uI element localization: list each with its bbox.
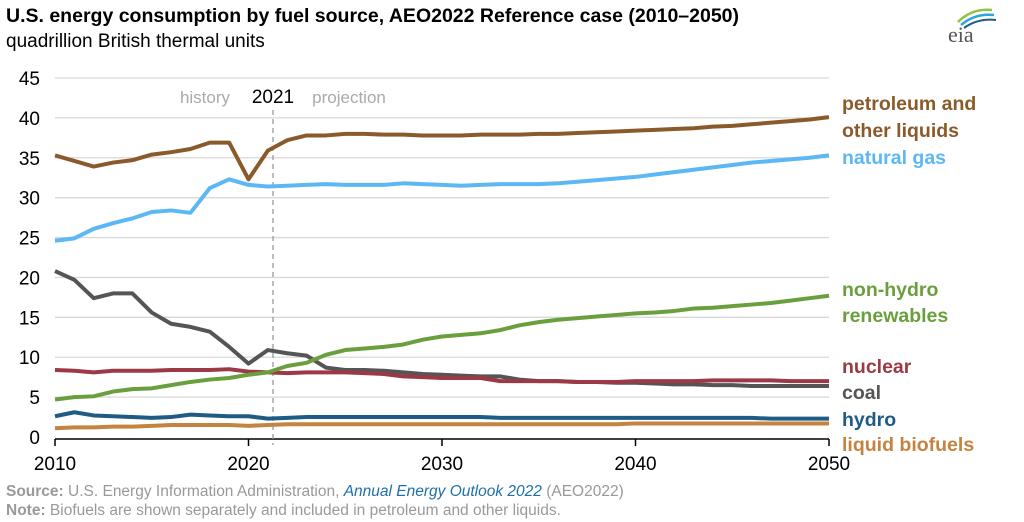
- series-label: nuclear: [842, 356, 912, 378]
- note-text: Biofuels are shown separately and includ…: [46, 502, 561, 519]
- eia-logo: eia: [948, 8, 997, 47]
- chart-title: U.S. energy consumption by fuel source, …: [6, 5, 739, 27]
- y-tick-label: 0: [29, 428, 40, 449]
- y-tick-label: 25: [19, 229, 40, 250]
- y-tick-label: 15: [19, 308, 40, 329]
- y-tick-label: 20: [19, 268, 40, 289]
- series-label: other liquids: [842, 120, 959, 142]
- y-tick-label: 35: [19, 149, 40, 170]
- series-line-coal: [54, 269, 829, 388]
- series-line-hydro: [54, 410, 829, 421]
- projection-label: projection: [312, 88, 386, 107]
- source-line: Source: U.S. Energy Information Administ…: [6, 483, 624, 500]
- x-tick-label: 2020: [227, 454, 269, 475]
- series-line-natural-gas: [54, 153, 830, 243]
- logo-text: eia: [948, 22, 974, 47]
- source-tail: (AEO2022): [542, 483, 624, 500]
- chart-subtitle: quadrillion British thermal units: [6, 31, 265, 52]
- series-label: natural gas: [842, 147, 946, 169]
- series-line-non-hydro-renewables: [54, 293, 830, 402]
- series-label: petroleum and: [842, 93, 976, 115]
- y-tick-label: 30: [19, 189, 40, 210]
- source-text: U.S. Energy Information Administration,: [64, 483, 344, 500]
- y-tick-label: 5: [29, 388, 40, 409]
- y-tick-label: 40: [19, 109, 40, 130]
- x-tick-label: 2010: [34, 454, 76, 475]
- series-label: coal: [842, 382, 881, 404]
- note-line: Note: Biofuels are shown separately and …: [6, 502, 561, 519]
- x-tick-label: 2050: [808, 454, 850, 475]
- series-line-petroleum-and-other-liquids: [54, 115, 830, 182]
- x-tick-label: 2030: [421, 454, 463, 475]
- source-label: Source:: [6, 483, 64, 500]
- series-label: liquid biofuels: [842, 434, 974, 456]
- note-label: Note:: [6, 502, 46, 519]
- series-label: hydro: [842, 409, 896, 431]
- y-tick-label: 45: [19, 69, 40, 90]
- series-line-nuclear: [54, 367, 829, 384]
- series-line-liquid-biofuels: [54, 421, 829, 431]
- history-label: history: [180, 88, 231, 107]
- series-label: renewables: [842, 305, 948, 327]
- series-label: non-hydro: [842, 279, 938, 301]
- x-tick-label: 2040: [614, 454, 656, 475]
- source-link[interactable]: Annual Energy Outlook 2022: [343, 483, 543, 500]
- y-tick-label: 10: [19, 348, 40, 369]
- divider-year-label: 2021: [252, 87, 294, 108]
